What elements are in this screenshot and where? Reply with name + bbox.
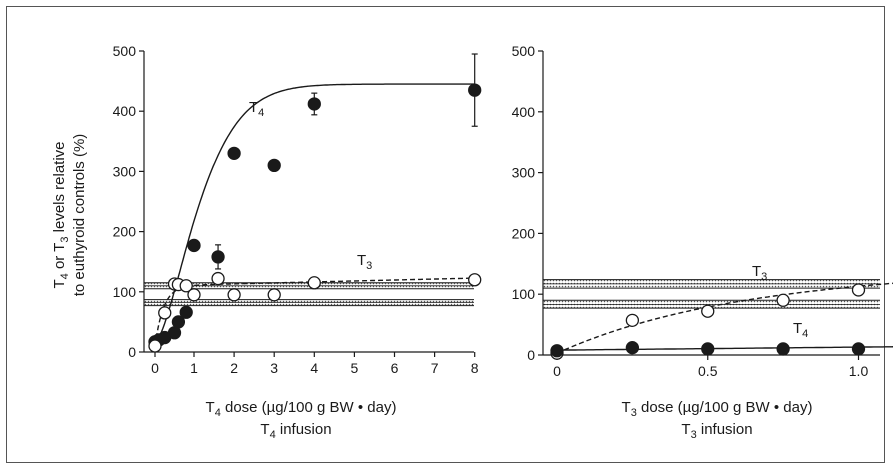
x-tick-label: 0 — [151, 360, 159, 376]
open-data-point — [701, 304, 715, 318]
right-infusion-label: T3 infusion — [681, 421, 752, 441]
right-t4-fit-curve — [557, 346, 893, 351]
figure-frame — [6, 6, 885, 463]
filled-data-point — [701, 342, 715, 356]
open-data-point — [625, 313, 640, 327]
y-tick-label: 300 — [113, 163, 137, 179]
filled-data-point — [851, 342, 866, 356]
right-series-label-t4: T4 — [793, 320, 808, 340]
y-label-end: levels relative — [51, 141, 68, 236]
right-x-axis-label: T3 dose (µg/100 g BW • day) — [622, 399, 813, 419]
left-series-label-t3: T3 — [357, 252, 372, 272]
x-tick-label: 3 — [270, 360, 278, 376]
filled-data-point — [625, 341, 640, 355]
y-label-mid: or T — [51, 243, 68, 274]
filled-data-point — [550, 344, 564, 358]
left-series-label-t4: T4 — [249, 99, 264, 119]
x-tick-label: 0 — [553, 363, 561, 379]
filled-data-point — [776, 342, 790, 356]
x-tick-label: 2 — [230, 360, 238, 376]
y-axis-label-line2: to euthyroid controls (%) — [71, 134, 88, 297]
filled-data-point — [468, 83, 482, 97]
left-panel: 0 100 200 300 400 500 0 1 2 3 4 5 6 7 8 T4 T3 T4 dose … — [113, 43, 482, 441]
filled-data-point — [171, 315, 186, 329]
y-label-t3-sub: 3 — [59, 237, 71, 243]
filled-data-point — [179, 305, 193, 319]
x-tick-label: 8 — [471, 360, 479, 376]
y-label-t4: T — [51, 279, 68, 288]
open-data-point — [179, 279, 193, 293]
open-data-point — [307, 276, 321, 290]
open-data-point — [776, 293, 790, 307]
y-tick-label: 0 — [527, 347, 535, 363]
open-data-point — [158, 306, 172, 320]
filled-data-point — [211, 250, 225, 264]
y-tick-label: 200 — [113, 224, 137, 240]
y-tick-label: 400 — [512, 104, 536, 120]
y-tick-label: 300 — [512, 165, 536, 181]
filled-data-point — [227, 146, 241, 160]
x-tick-label: 0.5 — [698, 363, 718, 379]
y-tick-label: 500 — [113, 43, 137, 59]
y-tick-label: 400 — [113, 103, 137, 119]
open-data-point — [211, 271, 225, 286]
open-data-point — [267, 288, 281, 302]
right-series-label-t3: T3 — [752, 263, 767, 283]
right-normal-bands — [543, 279, 880, 309]
x-tick-label: 7 — [431, 360, 439, 376]
left-fit-curves — [154, 83, 475, 347]
left-data-points — [148, 53, 482, 353]
left-t4-fit-curve — [154, 83, 475, 344]
x-tick-label: 6 — [391, 360, 399, 376]
x-tick-label: 1.0 — [849, 363, 869, 379]
y-axis-label-line1: T4 or T3 levels relative — [51, 141, 71, 288]
filled-data-point — [267, 158, 281, 173]
left-axes: 0 100 200 300 400 500 0 1 2 3 4 5 6 7 8 — [113, 43, 479, 376]
left-infusion-label: T4 infusion — [260, 421, 331, 441]
open-data-point — [227, 288, 241, 302]
open-data-point — [187, 288, 201, 302]
filled-data-point — [187, 238, 201, 253]
open-data-point — [851, 283, 866, 297]
y-tick-label: 500 — [512, 43, 536, 59]
filled-data-point — [307, 97, 321, 111]
y-tick-label: 100 — [512, 286, 536, 302]
x-tick-label: 1 — [190, 360, 198, 376]
y-label-t4-sub: 4 — [59, 273, 71, 279]
y-tick-label: 200 — [512, 225, 536, 241]
open-data-point — [468, 273, 482, 287]
right-t3-fit-curve — [556, 282, 893, 354]
y-tick-label: 100 — [113, 284, 137, 300]
left-x-axis-label: T4 dose (µg/100 g BW • day) — [206, 399, 397, 419]
open-data-point — [148, 339, 162, 353]
right-data-points — [550, 283, 866, 360]
y-tick-label: 0 — [128, 344, 136, 360]
x-tick-label: 4 — [310, 360, 318, 376]
x-tick-label: 5 — [351, 360, 359, 376]
